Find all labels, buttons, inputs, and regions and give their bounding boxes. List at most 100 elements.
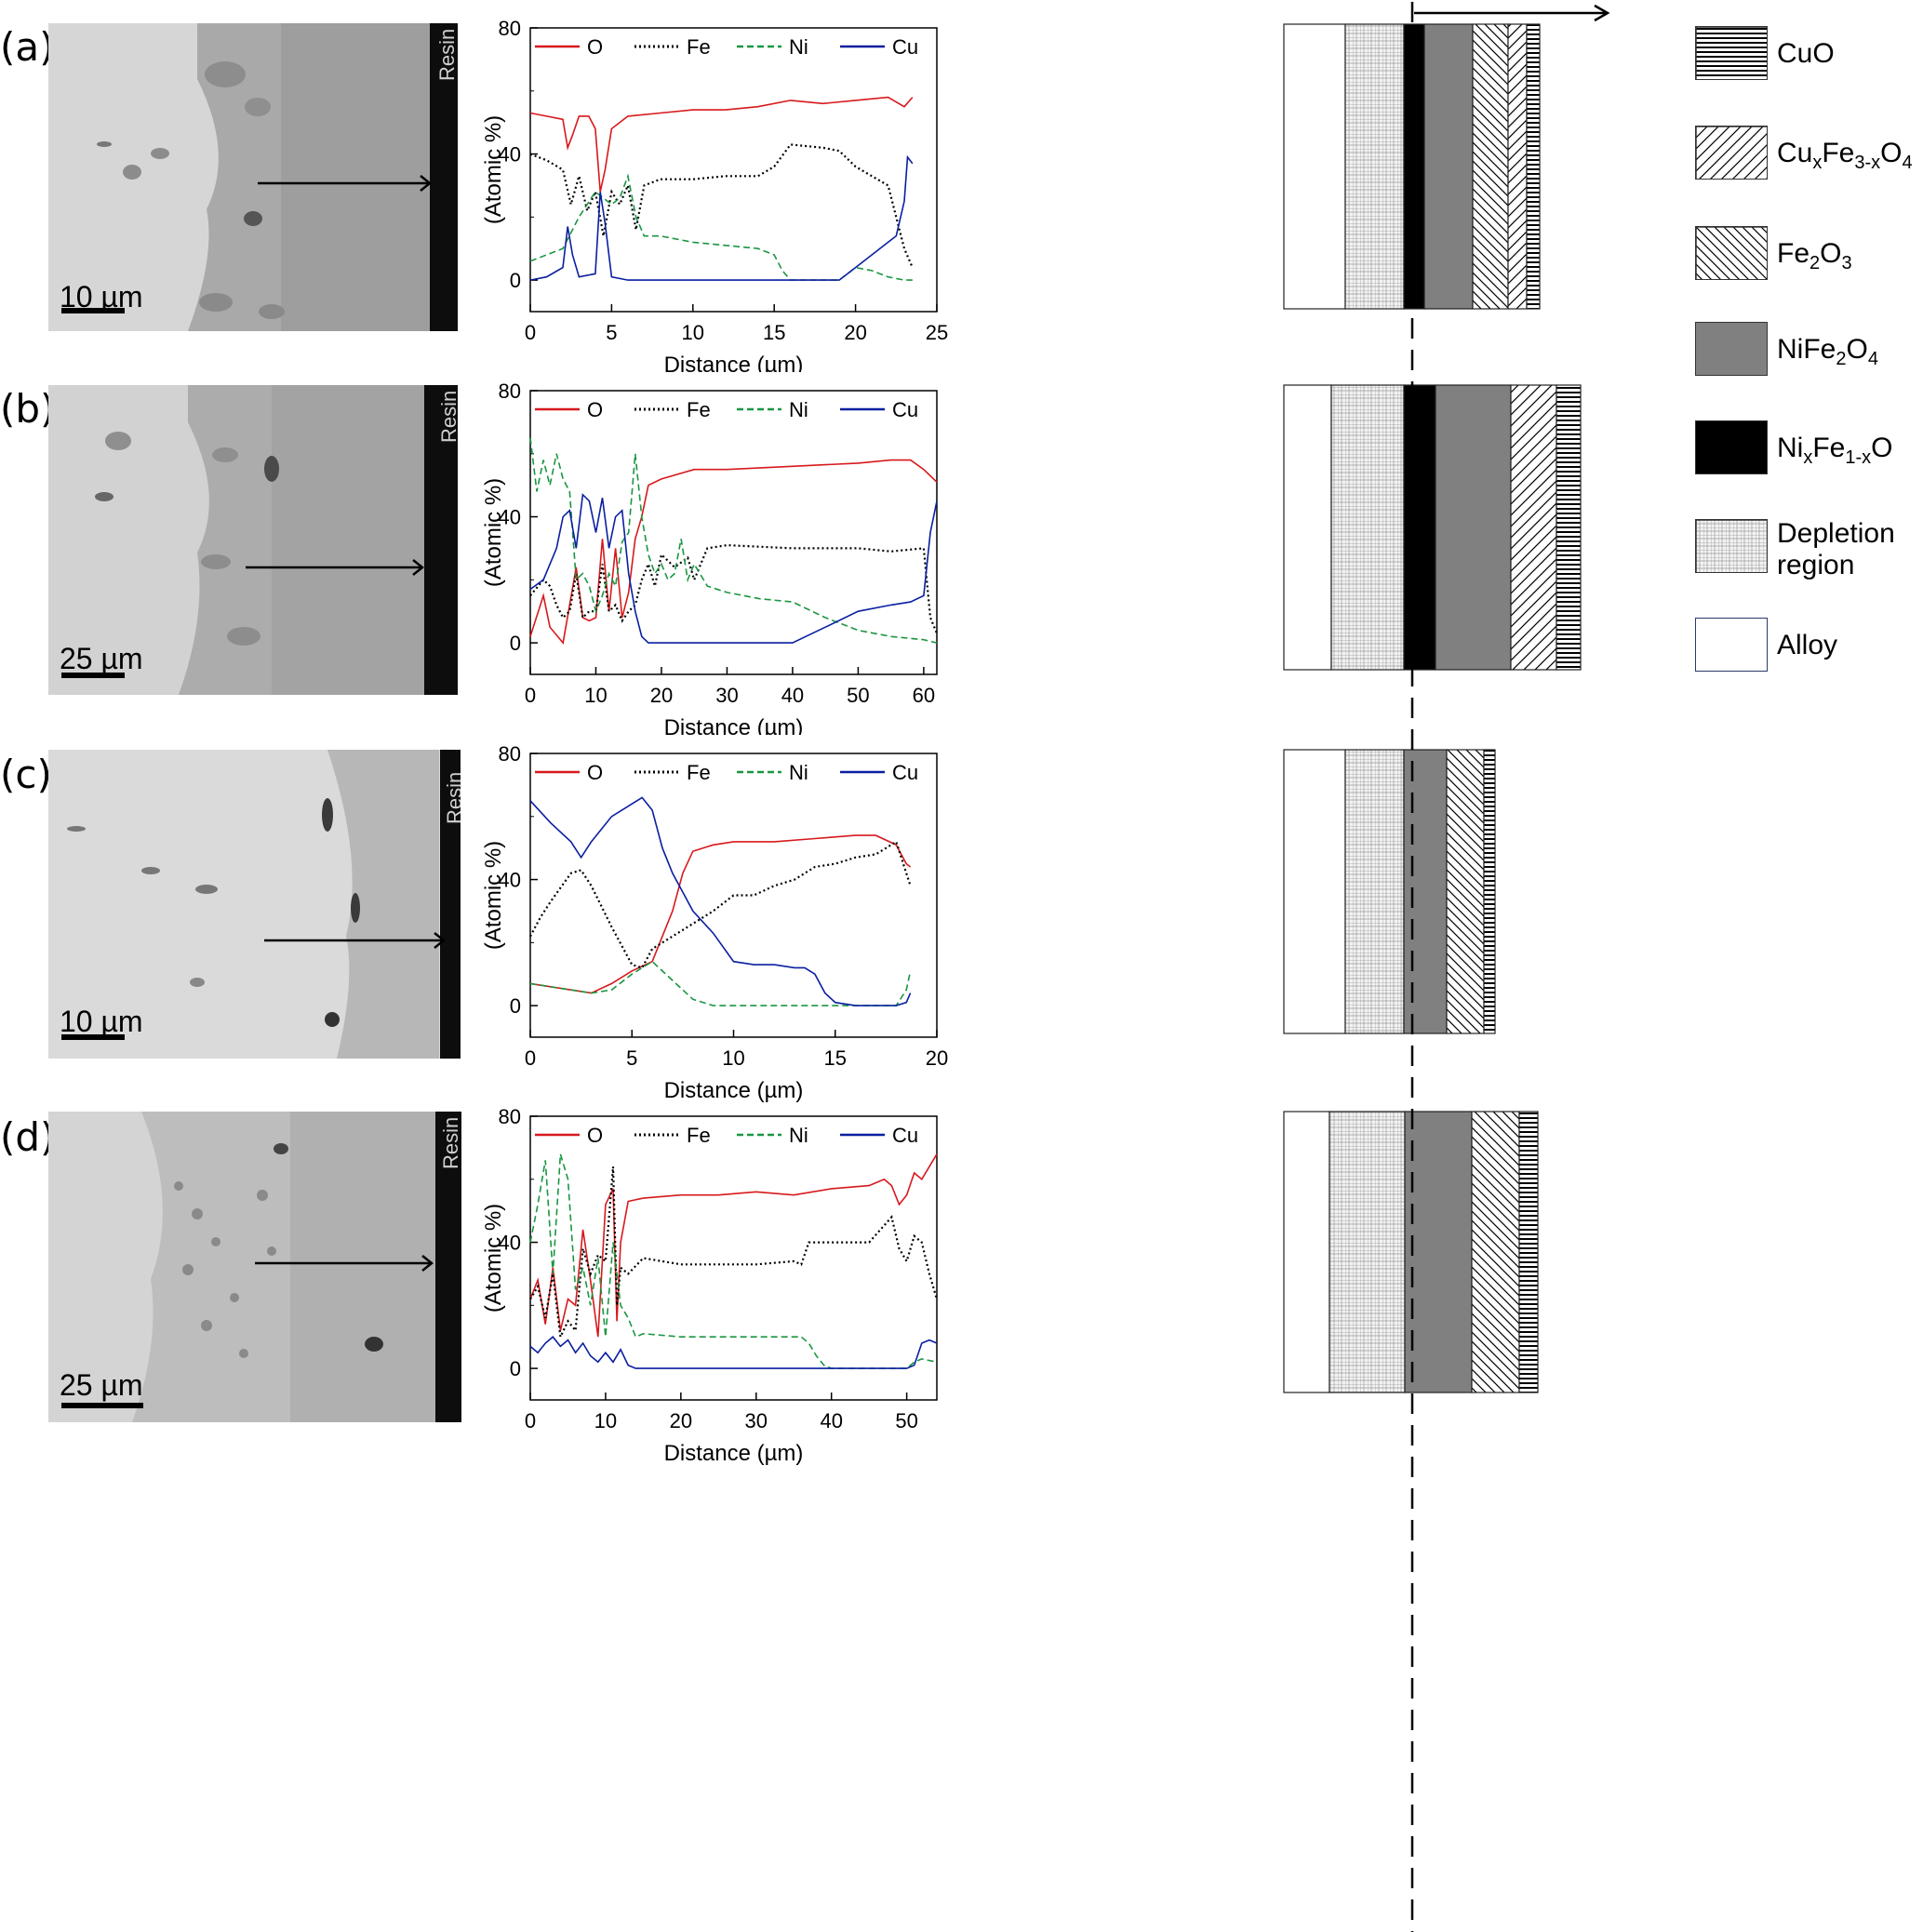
series-line-fe <box>529 1166 939 1341</box>
fe2o3-swatch <box>1695 226 1768 280</box>
cuo-layer <box>1556 384 1582 671</box>
resin-region-a <box>430 23 458 331</box>
x-tick-label: 5 <box>606 321 617 344</box>
panel-label-d: (d) <box>0 1114 56 1160</box>
y-tick-label: 80 <box>499 742 521 766</box>
x-tick-label: 0 <box>525 684 536 707</box>
y-tick-label: 80 <box>499 380 521 403</box>
series-line-o <box>529 459 938 645</box>
series-line-ni <box>529 1153 938 1369</box>
x-tick-label: 25 <box>926 321 948 344</box>
x-tick-label: 50 <box>847 684 869 707</box>
legend-label-ni: Ni <box>789 761 808 784</box>
nife2o4-swatch <box>1695 322 1768 376</box>
panel-label-a: (a) <box>0 24 55 70</box>
chart-d: 0 40 80 0 10 20 30 40 50 Distance (µm) (Atomic %) O… <box>481 1105 939 1465</box>
y-tick-label: 0 <box>510 994 521 1018</box>
x-tick-label: 10 <box>722 1046 744 1070</box>
x-axis-label: Distance (µm) <box>664 1441 804 1465</box>
y-tick-label: 40 <box>499 143 521 167</box>
legend-label-cu: Cu <box>892 35 918 59</box>
legend-label-ni: Ni <box>789 398 808 421</box>
y-tick-label: 80 <box>499 17 521 40</box>
alloy-swatch <box>1695 618 1768 672</box>
scalebar-label-b: 25 µm <box>60 642 143 675</box>
legend-label-o: O <box>587 761 603 784</box>
series-line-ni <box>529 960 912 1006</box>
alloy-layer <box>1283 1111 1330 1393</box>
y-tick-label: 40 <box>499 1232 521 1255</box>
x-tick-label: 15 <box>824 1046 847 1070</box>
cuo-layer <box>1526 23 1541 310</box>
x-tick-label: 5 <box>626 1046 637 1070</box>
legend-label-cuo: CuO <box>1777 38 1835 69</box>
linescan-arrow-d <box>255 1255 434 1272</box>
legend-label-cu: Cu <box>892 1124 918 1147</box>
series-line-o <box>529 834 912 994</box>
series-line-ni <box>529 437 938 644</box>
cufe3o4-layer <box>1507 23 1528 310</box>
cuo-swatch <box>1695 26 1768 80</box>
phase-legend: CuO CuxFe3-xO4 Fe2O3 NiFe2O4 NixFe1-xO D… <box>1695 0 1923 930</box>
y-axis-label: (Atomic %) <box>481 1204 506 1312</box>
scalebar-b <box>61 673 125 678</box>
legend-label-ni: Ni <box>789 35 808 59</box>
series-line-fe <box>529 840 912 969</box>
x-tick-label: 30 <box>745 1409 768 1432</box>
plot-frame <box>529 27 938 313</box>
scalebar-label-d: 25 µm <box>60 1368 143 1402</box>
legend-label-cu: Cu <box>892 398 918 421</box>
x-tick-label: 20 <box>650 684 673 707</box>
legend-label-region: region <box>1777 550 1855 580</box>
scalebar-a <box>61 308 125 313</box>
x-axis-label: Distance (µm) <box>664 715 804 735</box>
legend-label-fe: Fe <box>687 398 711 421</box>
fe2o3-layer <box>1471 1111 1520 1393</box>
chart-a: 0 40 80 0 5 10 15 20 25 Distance (µm) (Atomic %) O F… <box>481 17 948 372</box>
series-line-cu <box>529 493 938 644</box>
x-tick-label: 0 <box>525 1046 536 1070</box>
x-tick-label: 20 <box>926 1046 948 1070</box>
x-tick-label: 20 <box>844 321 866 344</box>
x-tick-label: 40 <box>820 1409 842 1432</box>
sem-image-a: Resin 10 µm <box>48 23 458 331</box>
y-tick-label: 0 <box>510 632 521 655</box>
x-tick-label: 40 <box>781 684 804 707</box>
alloy-layer <box>1283 749 1346 1034</box>
panel-label-c: (c) <box>0 752 52 797</box>
alloy-layer <box>1283 23 1346 310</box>
depletion-swatch <box>1695 519 1768 573</box>
fe2o3-layer <box>1446 749 1485 1034</box>
alloy-layer <box>1283 384 1332 671</box>
y-tick-label: 0 <box>510 1357 521 1380</box>
depletion-layer <box>1330 384 1405 671</box>
chart-b: 0 40 80 0 10 20 30 40 50 60 Distance (µm) (Atomic %… <box>481 380 939 735</box>
scalebar-label-c: 10 µm <box>60 1005 143 1038</box>
y-tick-label: 80 <box>499 1105 521 1128</box>
nife2o4-layer <box>1404 1111 1473 1393</box>
nio-layer <box>1403 384 1436 671</box>
legend-label-depletion: Depletion <box>1777 518 1895 549</box>
x-tick-label: 0 <box>525 1409 536 1432</box>
x-axis-label: Distance (µm) <box>664 353 804 372</box>
legend-label-fe2o3: Fe2O3 <box>1777 238 1852 273</box>
legend-label-fe: Fe <box>687 761 711 784</box>
resin-region-b <box>424 385 458 695</box>
legend-label-alloy: Alloy <box>1777 630 1838 660</box>
y-tick-label: 0 <box>510 269 521 292</box>
series-line-cu <box>529 1336 938 1369</box>
growth-direction-arrowhead <box>1594 4 1610 22</box>
chart-c: 0 40 80 0 5 10 15 20 Distance (µm) (Atomic %) O Fe N… <box>481 742 948 1102</box>
depletion-layer <box>1344 23 1405 310</box>
sem-image-c: Resin 10 µm <box>48 750 461 1059</box>
series-line-ni <box>529 173 913 281</box>
schematic-group <box>1283 23 1582 1393</box>
sem-texture-b <box>48 385 458 695</box>
linescan-arrow-c <box>264 932 447 949</box>
cuo-layer <box>1518 1111 1539 1393</box>
sem-image-d: Resin 25 µm <box>48 1112 461 1422</box>
nife2o4-layer <box>1423 23 1474 310</box>
y-tick-label: 40 <box>499 506 521 529</box>
scalebar-d <box>61 1403 143 1408</box>
legend-label-fe: Fe <box>687 1124 711 1147</box>
